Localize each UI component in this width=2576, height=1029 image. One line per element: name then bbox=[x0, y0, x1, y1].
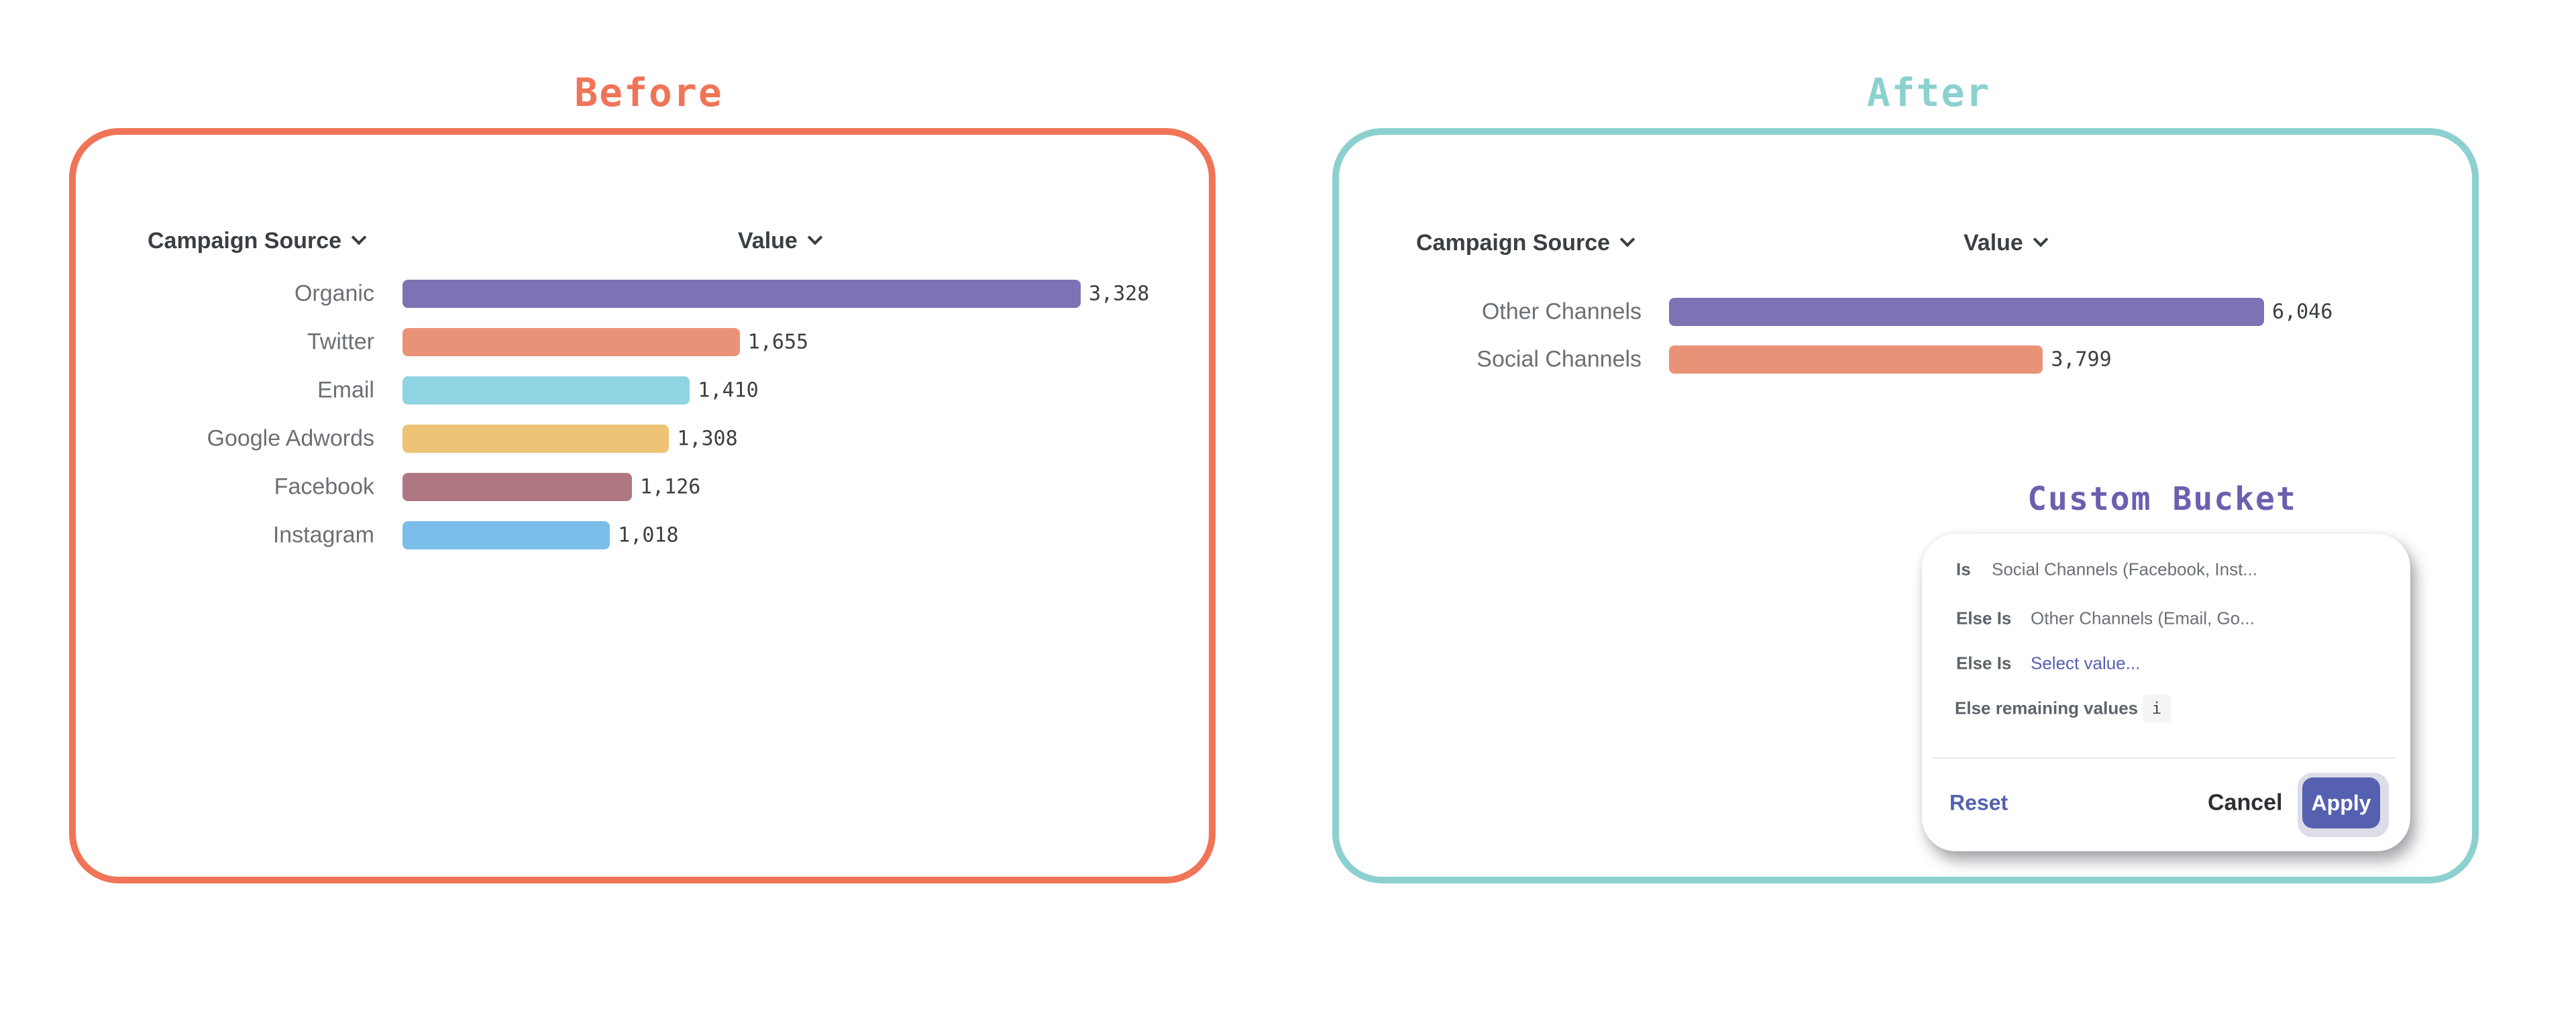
bar-social-channels[interactable] bbox=[1669, 345, 2043, 374]
bucket-row-label: Else Is bbox=[1956, 653, 2012, 673]
bar-facebook[interactable] bbox=[402, 473, 633, 501]
else-remaining-label: Else remaining values bbox=[1955, 698, 2139, 718]
category-label: Organic bbox=[294, 280, 374, 307]
bucket-row[interactable]: Else Is Other Channels (Email, Go... bbox=[1956, 608, 2255, 629]
bar-instagram[interactable] bbox=[402, 521, 610, 549]
header-label: Campaign Source bbox=[148, 228, 342, 254]
campaign-source-header[interactable]: Campaign Source bbox=[148, 228, 367, 254]
category-label: Instagram bbox=[272, 522, 374, 548]
category-label: Other Channels bbox=[1481, 299, 1642, 325]
value-label: 3,328 bbox=[1089, 282, 1150, 306]
category-label: Google Adwords bbox=[207, 425, 375, 451]
bar-email[interactable] bbox=[402, 376, 690, 404]
category-label: Social Channels bbox=[1477, 346, 1642, 372]
value-label: 1,126 bbox=[640, 475, 701, 499]
bar-google-adwords[interactable] bbox=[402, 425, 669, 453]
cancel-button[interactable]: Cancel bbox=[2208, 790, 2283, 816]
header-label: Campaign Source bbox=[1416, 230, 1611, 256]
after-title: After bbox=[1866, 70, 1991, 115]
bar-other-channels[interactable] bbox=[1669, 298, 2264, 326]
value-label: 1,410 bbox=[698, 378, 759, 402]
value-header[interactable]: Value bbox=[738, 228, 823, 254]
chevron-down-icon bbox=[351, 229, 367, 246]
chevron-down-icon bbox=[807, 229, 823, 246]
value-label: 6,046 bbox=[2272, 300, 2333, 324]
divider bbox=[1933, 757, 2396, 759]
value-header[interactable]: Value bbox=[1964, 230, 2049, 256]
value-label: 1,308 bbox=[677, 427, 738, 451]
category-label: Facebook bbox=[274, 474, 374, 500]
value-label: 1,655 bbox=[747, 330, 809, 354]
category-label: Twitter bbox=[307, 329, 374, 355]
bucket-row[interactable]: Is Social Channels (Facebook, Inst... bbox=[1956, 559, 2257, 580]
select-value-link[interactable]: Select value... bbox=[2031, 653, 2141, 673]
header-label: Value bbox=[1964, 230, 2023, 256]
chevron-down-icon bbox=[2033, 231, 2049, 248]
before-panel bbox=[69, 128, 1216, 883]
bucket-row-label: Else Is bbox=[1956, 608, 2012, 629]
info-icon[interactable]: i bbox=[2143, 694, 2171, 722]
value-label: 1,018 bbox=[618, 523, 679, 547]
chevron-down-icon bbox=[1619, 231, 1635, 248]
after-panel bbox=[1332, 128, 2479, 883]
before-title: Before bbox=[574, 70, 723, 115]
bucket-row-label: Is bbox=[1956, 559, 1971, 580]
bar-organic[interactable] bbox=[402, 280, 1081, 308]
reset-button[interactable]: Reset bbox=[1949, 790, 2008, 815]
value-label: 3,799 bbox=[2051, 347, 2112, 372]
apply-button[interactable]: Apply bbox=[2302, 777, 2380, 828]
bar-twitter[interactable] bbox=[402, 328, 740, 356]
bucket-row-value[interactable]: Social Channels (Facebook, Inst... bbox=[1992, 559, 2257, 580]
category-label: Email bbox=[317, 377, 374, 403]
header-label: Value bbox=[738, 228, 798, 254]
custom-bucket-popup: Is Social Channels (Facebook, Inst... El… bbox=[1922, 534, 2410, 851]
bucket-row-value[interactable]: Other Channels (Email, Go... bbox=[2031, 608, 2255, 629]
bucket-row[interactable]: Else Is Select value... bbox=[1956, 653, 2140, 674]
custom-bucket-title: Custom Bucket bbox=[2027, 480, 2297, 518]
campaign-source-header[interactable]: Campaign Source bbox=[1416, 230, 1635, 256]
